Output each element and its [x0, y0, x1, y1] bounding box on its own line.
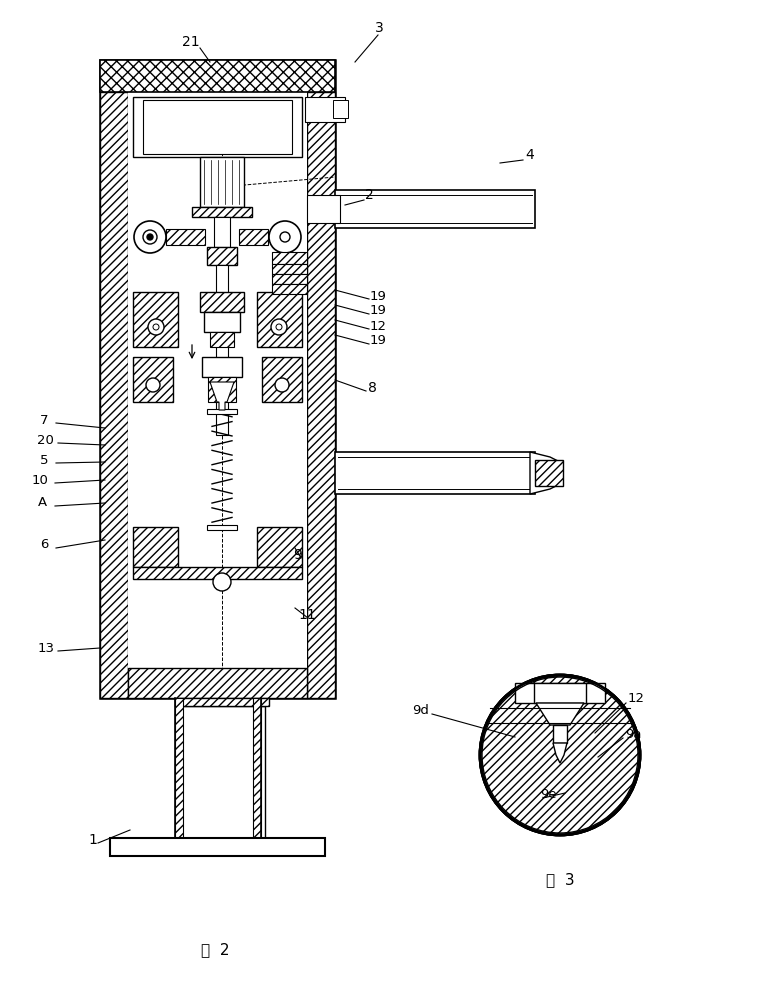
- Bar: [535, 460, 563, 486]
- Circle shape: [147, 234, 153, 240]
- Bar: [239, 229, 268, 245]
- Bar: [175, 698, 183, 838]
- Text: 12: 12: [628, 692, 645, 704]
- Bar: [305, 97, 345, 122]
- Bar: [272, 252, 307, 264]
- Circle shape: [146, 378, 160, 392]
- Polygon shape: [553, 743, 567, 763]
- Circle shape: [148, 319, 164, 335]
- Text: 3: 3: [375, 21, 384, 35]
- Polygon shape: [530, 452, 560, 494]
- Text: 11: 11: [298, 608, 316, 622]
- Bar: [272, 284, 307, 294]
- Circle shape: [271, 319, 287, 335]
- Bar: [272, 274, 307, 284]
- Bar: [553, 725, 567, 743]
- Text: 2: 2: [365, 188, 374, 202]
- Text: 8: 8: [368, 381, 377, 395]
- Text: 19: 19: [370, 290, 387, 302]
- Text: 13: 13: [38, 642, 55, 654]
- Bar: [202, 357, 242, 377]
- Circle shape: [280, 232, 290, 242]
- Text: 9e: 9e: [540, 788, 557, 802]
- Bar: [133, 527, 178, 567]
- Bar: [143, 100, 292, 154]
- Text: 9d: 9d: [412, 704, 429, 716]
- Bar: [208, 377, 236, 402]
- Bar: [133, 292, 178, 347]
- Text: 4: 4: [525, 148, 534, 162]
- Circle shape: [275, 378, 289, 392]
- Text: 图  3: 图 3: [546, 872, 574, 888]
- Bar: [128, 92, 307, 698]
- Bar: [207, 525, 237, 530]
- Polygon shape: [536, 703, 584, 725]
- Bar: [204, 312, 240, 332]
- Bar: [128, 668, 307, 698]
- Circle shape: [153, 324, 159, 330]
- Circle shape: [134, 221, 166, 253]
- Circle shape: [276, 324, 282, 330]
- Text: 图  2: 图 2: [200, 942, 230, 958]
- Bar: [207, 409, 237, 414]
- Bar: [515, 683, 605, 703]
- Text: 9: 9: [293, 548, 302, 562]
- Bar: [210, 332, 234, 347]
- Circle shape: [143, 230, 157, 244]
- Text: 7: 7: [40, 414, 48, 426]
- Bar: [200, 292, 244, 312]
- Bar: [307, 92, 335, 698]
- Bar: [133, 97, 302, 157]
- Bar: [272, 264, 307, 274]
- Text: A: A: [38, 496, 47, 510]
- Text: 10: 10: [32, 474, 49, 487]
- Bar: [166, 229, 205, 245]
- Bar: [133, 567, 302, 579]
- Text: 1: 1: [88, 833, 97, 847]
- Bar: [253, 698, 261, 838]
- Bar: [335, 452, 535, 494]
- Bar: [534, 683, 586, 703]
- Text: 12: 12: [370, 320, 387, 332]
- Bar: [257, 527, 302, 567]
- Text: 19: 19: [370, 304, 387, 318]
- Bar: [100, 92, 128, 698]
- Bar: [179, 706, 265, 838]
- Circle shape: [213, 573, 231, 591]
- Bar: [100, 60, 335, 92]
- Circle shape: [269, 221, 301, 253]
- Text: 5: 5: [40, 454, 48, 466]
- Bar: [262, 357, 302, 402]
- Bar: [216, 265, 228, 435]
- Text: 20: 20: [37, 434, 54, 446]
- Bar: [335, 190, 535, 228]
- Bar: [207, 247, 237, 265]
- Bar: [214, 217, 230, 247]
- Bar: [110, 838, 325, 856]
- Polygon shape: [210, 382, 234, 410]
- Bar: [100, 60, 335, 698]
- Text: 9a: 9a: [625, 728, 641, 742]
- Bar: [307, 195, 340, 223]
- Bar: [333, 100, 348, 118]
- Bar: [257, 292, 302, 347]
- Bar: [133, 357, 173, 402]
- Text: 21: 21: [182, 35, 200, 49]
- Bar: [175, 698, 269, 706]
- Bar: [192, 207, 252, 217]
- Bar: [200, 157, 244, 207]
- Text: 19: 19: [370, 334, 387, 348]
- Text: 6: 6: [40, 538, 48, 552]
- Circle shape: [480, 675, 640, 835]
